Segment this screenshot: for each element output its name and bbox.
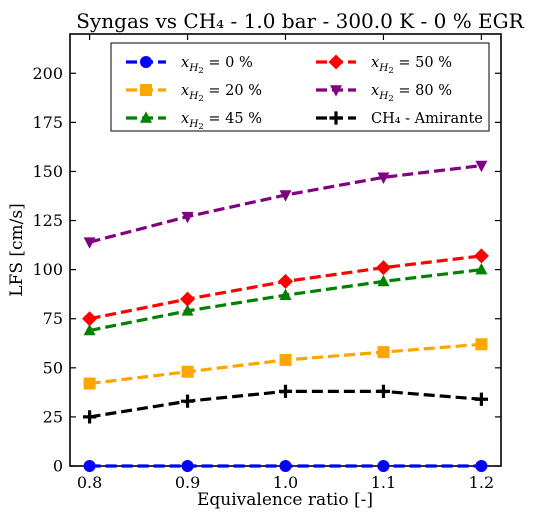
legend-label-var: x — [371, 55, 379, 71]
legend-item: xH2 = 50 % — [316, 54, 452, 76]
y-axis-label: LFS [cm/s] — [7, 203, 27, 297]
series-3 — [82, 248, 489, 327]
data-point — [377, 274, 390, 287]
legend-label-subsub: 2 — [198, 66, 203, 76]
legend-label: CH₄ - Amirante — [371, 111, 483, 127]
data-point — [181, 304, 194, 316]
legend-label-subsub: 2 — [198, 94, 203, 104]
legend-marker — [328, 54, 344, 70]
data-point — [475, 263, 488, 275]
legend-label-var: x — [181, 111, 189, 127]
legend-label-rest: = 0 % — [204, 55, 253, 71]
data-point — [279, 288, 292, 300]
legend-label-sub: H — [378, 62, 389, 74]
series-5 — [82, 384, 489, 424]
y-tick-label: 50 — [43, 358, 63, 377]
data-point — [181, 365, 194, 378]
data-point — [474, 392, 489, 406]
legend-label-rest: CH₄ - Amirante — [371, 111, 483, 127]
legend-label: xH2 = 80 % — [371, 83, 452, 104]
series-2 — [83, 263, 488, 336]
legend-label-sub: H — [188, 90, 199, 102]
series-0 — [83, 460, 488, 472]
legend-item: xH2 = 0 % — [126, 55, 253, 76]
legend-label: xH2 = 45 % — [181, 111, 262, 132]
legend: xH2 = 0 % xH2 = 50 %xH2 = 20 % xH2 = 80 %x… — [110, 42, 490, 132]
legend-label-rest: = 20 % — [204, 83, 262, 99]
data-point — [375, 260, 391, 276]
data-point — [475, 338, 488, 351]
legend-label-var: x — [181, 83, 189, 99]
data-point — [279, 190, 292, 202]
y-tick-label: 150 — [32, 162, 63, 181]
legend-label-subsub: 2 — [388, 94, 393, 104]
series-line — [89, 163, 482, 244]
legend-item: CH₄ - Amirante — [316, 111, 483, 127]
y-tick-label: 175 — [32, 113, 63, 132]
series-1 — [83, 338, 488, 390]
data-point — [83, 323, 96, 336]
data-point — [475, 160, 488, 173]
x-tick-label: 1.2 — [469, 473, 494, 492]
legend-label-subsub: 2 — [388, 66, 393, 76]
data-point — [473, 248, 489, 264]
data-point — [83, 237, 96, 249]
legend-item: xH2 = 20 % — [126, 83, 262, 104]
y-tick-label: 200 — [32, 64, 63, 83]
data-point — [180, 394, 195, 408]
series-4 — [83, 160, 488, 249]
data-point — [181, 460, 194, 472]
data-point — [180, 291, 196, 307]
legend-label-rest: = 50 % — [394, 55, 452, 71]
data-point — [279, 460, 292, 472]
data-point — [278, 273, 293, 289]
data-point — [377, 172, 390, 184]
legend-label-var: x — [371, 83, 379, 99]
legend-marker — [140, 84, 152, 96]
legend-marker — [330, 85, 342, 97]
data-point — [83, 377, 96, 390]
x-tick-label: 0.8 — [77, 473, 102, 492]
axis-ticks: 0.8 0.9 1.0 1.1 1.2 0 25 50 75 100 125 150 175 200 — [32, 34, 501, 492]
y-tick-label: 75 — [43, 309, 63, 328]
data-point — [82, 311, 98, 327]
data-point — [475, 460, 488, 472]
data-point — [82, 410, 97, 424]
chart-title: Syngas vs CH₄ - 1.0 bar - 300.0 K - 0 % … — [76, 9, 524, 33]
legend-marker — [329, 111, 343, 125]
x-tick-label: 1.1 — [371, 473, 396, 492]
y-tick-label: 100 — [32, 260, 63, 279]
legend-box — [110, 42, 490, 132]
legend-item: xH2 = 80 % — [316, 83, 452, 104]
legend-label: xH2 = 20 % — [181, 83, 262, 104]
data-point — [83, 460, 96, 472]
x-tick-label: 1.0 — [273, 473, 298, 492]
y-tick-label: 0 — [53, 457, 63, 476]
data-point — [279, 353, 292, 366]
series-layer — [82, 160, 489, 472]
legend-marker — [140, 111, 152, 123]
x-tick-label: 0.9 — [175, 473, 200, 492]
legend-label-sub: H — [188, 118, 199, 130]
y-tick-label: 125 — [32, 211, 63, 230]
data-point — [181, 211, 194, 224]
legend-label-var: x — [181, 55, 189, 71]
legend-label-sub: H — [188, 62, 199, 74]
legend-label-rest: = 45 % — [204, 111, 262, 127]
legend-label-subsub: 2 — [198, 122, 203, 132]
legend-label: xH2 = 0 % — [181, 55, 253, 76]
legend-marker — [140, 56, 152, 68]
data-point — [376, 384, 391, 398]
legend-label-rest: = 80 % — [394, 83, 452, 99]
x-axis-label: Equivalence ratio [-] — [197, 490, 373, 510]
y-tick-label: 25 — [43, 407, 63, 426]
legend-label: xH2 = 50 % — [371, 55, 452, 76]
data-point — [377, 346, 390, 359]
legend-label-sub: H — [378, 90, 389, 102]
data-point — [377, 460, 390, 472]
data-point — [278, 384, 293, 398]
legend-item: xH2 = 45 % — [126, 111, 262, 132]
